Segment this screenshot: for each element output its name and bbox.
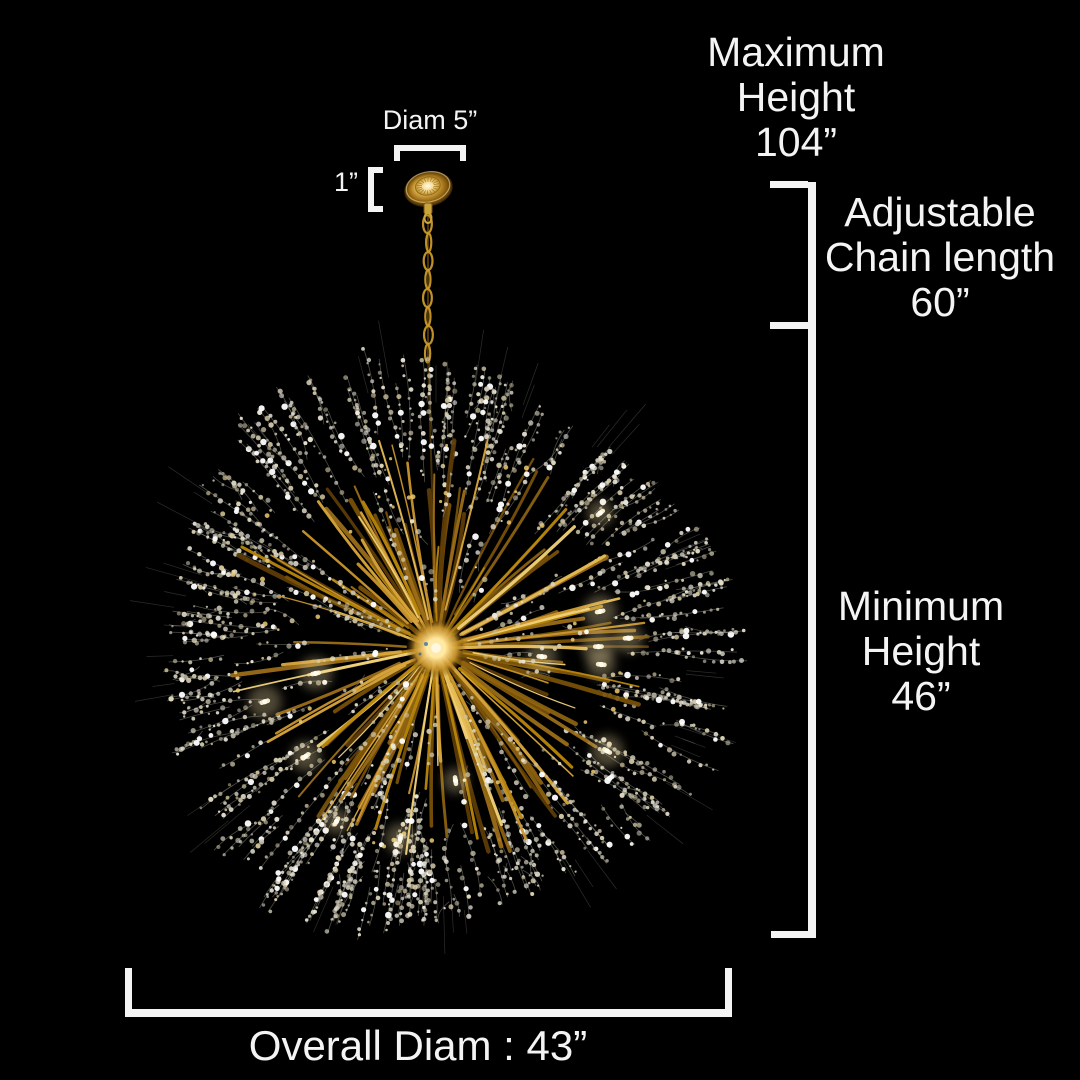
canopy-height-label: 1” [333, 167, 358, 197]
canopy-group [404, 171, 453, 224]
max-height-line1: Maximum [707, 29, 885, 75]
chain-length-line1: Adjustable [844, 189, 1036, 235]
overall-diameter-bracket [125, 968, 732, 1017]
min-height-line3: 46” [891, 673, 951, 719]
chain-length-label: Adjustable Chain length 60” [790, 190, 1080, 325]
measure-tick-middle [770, 322, 808, 329]
canopy-height-bracket [368, 167, 383, 212]
canopy-diameter-label: Diam 5” [382, 105, 478, 135]
crystal-ball-group [130, 320, 748, 954]
max-height-label: Maximum Height 104” [646, 30, 946, 165]
max-height-line3: 104” [754, 119, 838, 165]
min-height-label: Minimum Height 46” [771, 584, 1071, 719]
right-measure-line [808, 182, 816, 938]
chain-group [421, 205, 434, 364]
min-height-line1: Minimum [837, 583, 1005, 629]
overall-diameter-label: Overall Diam : 43” [248, 1022, 588, 1069]
chain-length-line2: Chain length [824, 234, 1056, 280]
measure-tick-bottom [771, 931, 808, 938]
measure-tick-top [770, 181, 808, 188]
canopy-diameter-bracket [394, 145, 466, 161]
chain-length-line3: 60” [910, 279, 970, 325]
max-height-line2: Height [736, 74, 856, 120]
min-height-line2: Height [861, 628, 981, 674]
